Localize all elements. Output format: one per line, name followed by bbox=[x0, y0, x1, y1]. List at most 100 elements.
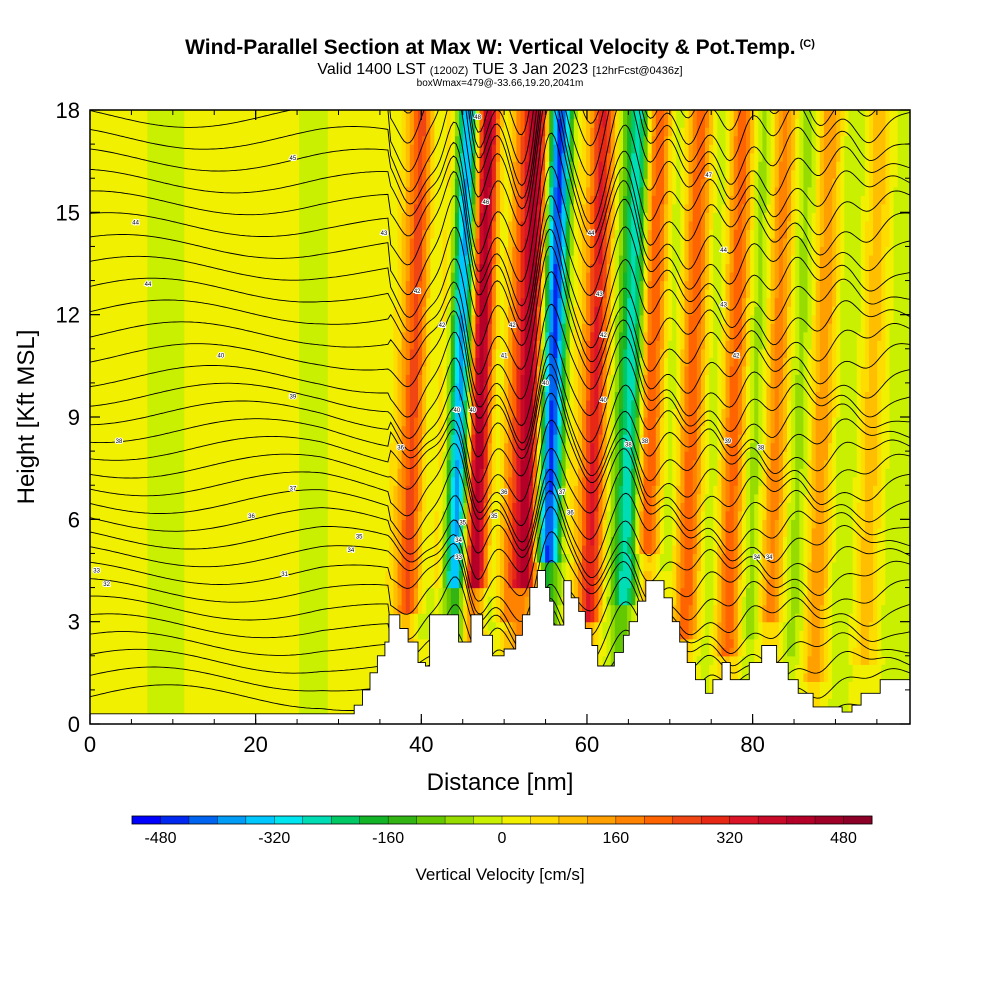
colorbar-tick-label: 0 bbox=[498, 830, 507, 847]
contour-label: 44 bbox=[588, 231, 595, 237]
valid-time: Valid 1400 LST bbox=[317, 61, 426, 78]
chart-title: Wind-Parallel Section at Max W: Vertical… bbox=[0, 36, 1000, 60]
contour-label: 48 bbox=[474, 115, 481, 121]
x-tick-label: 20 bbox=[243, 732, 267, 757]
colorbar-swatch bbox=[672, 816, 702, 824]
contour-label: 42 bbox=[733, 354, 740, 360]
forecast-info: [12hrFcst@0436z] bbox=[592, 65, 683, 77]
colorbar-tick-label: 480 bbox=[830, 830, 857, 847]
colorbar: -480 -320 -160 0 160 320 480 bbox=[131, 815, 873, 847]
colorbar-tick-label: 320 bbox=[716, 830, 743, 847]
contour-label: 42 bbox=[414, 289, 421, 295]
contour-label: 45 bbox=[290, 156, 297, 162]
contour-label: 42 bbox=[509, 323, 516, 329]
contour-label: 36 bbox=[501, 490, 508, 496]
contour-label: 40 bbox=[542, 381, 549, 387]
copyright-mark: (C) bbox=[799, 38, 815, 50]
chart-title-text: Wind-Parallel Section at Max W: Vertical… bbox=[185, 36, 796, 59]
colorbar-swatch bbox=[160, 816, 190, 824]
colorbar-swatch bbox=[587, 816, 617, 824]
contour-label: 31 bbox=[281, 572, 288, 578]
colorbar-swatch bbox=[473, 816, 503, 824]
contour-label: 42 bbox=[439, 323, 446, 329]
colorbar-swatch bbox=[701, 816, 731, 824]
colorbar-swatch bbox=[786, 816, 816, 824]
colorbar-swatch bbox=[615, 816, 645, 824]
contour-label: 38 bbox=[625, 442, 632, 448]
contour-label: 43 bbox=[381, 231, 388, 237]
box-info: boxWmax=479@-33.66,19.20,2041m bbox=[416, 78, 584, 89]
contour-label: 36 bbox=[248, 514, 255, 520]
contour-label: 44 bbox=[145, 282, 152, 288]
contour-label: 39 bbox=[724, 439, 731, 445]
contour-label: 32 bbox=[103, 582, 110, 588]
colorbar-swatch bbox=[558, 816, 588, 824]
contour-label: 47 bbox=[705, 173, 712, 179]
contour-label: 40 bbox=[600, 398, 607, 404]
chart-subtitle: Valid 1400 LST (1200Z) TUE 3 Jan 2023 [1… bbox=[0, 61, 1000, 79]
colorbar-swatch bbox=[388, 816, 418, 824]
contour-label: 42 bbox=[600, 333, 607, 339]
contour-label: 35 bbox=[459, 521, 466, 527]
colorbar-swatch bbox=[644, 816, 674, 824]
contour-label: 33 bbox=[455, 555, 462, 561]
colorbar-swatch bbox=[245, 816, 275, 824]
contour-label: 40 bbox=[218, 354, 225, 360]
colorbar-swatch bbox=[132, 816, 161, 824]
y-tick-label: 9 bbox=[68, 405, 80, 430]
contour-label: 46 bbox=[483, 200, 490, 206]
contour-label: 35 bbox=[491, 514, 498, 520]
contour-label: 41 bbox=[501, 354, 508, 360]
contour-label: 44 bbox=[132, 221, 139, 227]
colorbar-swatch bbox=[331, 816, 361, 824]
contour-label: 38 bbox=[758, 446, 765, 452]
x-tick-label: 80 bbox=[740, 732, 764, 757]
contour-label: 39 bbox=[290, 395, 297, 401]
contour-label: 33 bbox=[93, 569, 100, 575]
valid-time-utc: (1200Z) bbox=[429, 65, 469, 77]
y-tick-label: 18 bbox=[56, 98, 80, 123]
colorbar-swatch bbox=[815, 816, 844, 824]
colorbar-swatch bbox=[445, 816, 474, 824]
x-tick-label: 60 bbox=[575, 732, 599, 757]
contour-label: 34 bbox=[348, 548, 355, 554]
contour-label: 36 bbox=[567, 511, 574, 517]
contour-label: 35 bbox=[356, 534, 363, 540]
contour-label: 43 bbox=[596, 292, 603, 298]
contour-labels: 45 44 44 43 42 40 39 38 37 36 35 34 33 32 31 36 42 40 40 46… bbox=[92, 114, 774, 589]
colorbar-tick-label: -320 bbox=[258, 830, 290, 847]
contour-label: 37 bbox=[290, 487, 297, 493]
contour-label: 34 bbox=[455, 538, 462, 544]
colorbar-swatch bbox=[843, 816, 873, 824]
colorbar-swatch bbox=[188, 816, 218, 824]
colorbar-tick-label: -480 bbox=[144, 830, 176, 847]
x-axis-label: Distance [nm] bbox=[427, 769, 574, 796]
colorbar-tick-label: -160 bbox=[372, 830, 404, 847]
x-tick-label: 0 bbox=[84, 732, 96, 757]
contour-label: 37 bbox=[559, 490, 566, 496]
terrain-mask bbox=[90, 570, 910, 724]
colorbar-swatch bbox=[302, 816, 332, 824]
terrain-profile bbox=[90, 570, 910, 724]
contour-label: 40 bbox=[454, 408, 461, 414]
colorbar-swatch bbox=[217, 816, 247, 824]
contour-label: 38 bbox=[116, 439, 123, 445]
colorbar-swatch bbox=[758, 816, 788, 824]
valid-date: TUE 3 Jan 2023 bbox=[472, 61, 589, 78]
colorbar-swatch bbox=[416, 816, 446, 824]
contour-label: 40 bbox=[469, 408, 476, 414]
colorbar-swatch bbox=[530, 816, 560, 824]
y-tick-label: 0 bbox=[68, 712, 80, 737]
colorbar-title: Vertical Velocity [cm/s] bbox=[415, 865, 584, 884]
contour-label: 34 bbox=[753, 555, 760, 561]
contour-label: 34 bbox=[766, 555, 773, 561]
colorbar-swatch bbox=[729, 816, 759, 824]
y-axis-label: Height [Kft MSL] bbox=[13, 330, 40, 505]
contour-label: 38 bbox=[642, 439, 649, 445]
x-tick-label: 40 bbox=[409, 732, 433, 757]
contour-label: 43 bbox=[720, 302, 727, 308]
y-tick-label: 12 bbox=[56, 303, 80, 328]
colorbar-swatch bbox=[502, 816, 531, 824]
